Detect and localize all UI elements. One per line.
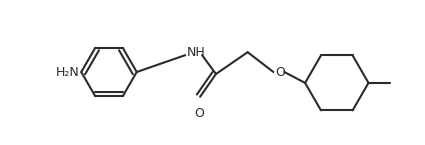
Text: O: O (275, 66, 285, 78)
Text: O: O (194, 107, 204, 120)
Text: NH: NH (186, 46, 205, 59)
Text: H₂N: H₂N (56, 66, 79, 78)
